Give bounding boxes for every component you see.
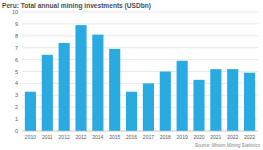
x-tick-label: 2018 <box>160 134 171 140</box>
y-tick-label: 6 <box>15 57 18 63</box>
title: Peru: Total annual mining investments (U… <box>2 2 151 10</box>
x-tick-label: 2022 <box>227 134 238 140</box>
grid-line <box>22 59 258 60</box>
bar <box>227 69 238 131</box>
y-tick-label: 10 <box>12 9 18 15</box>
x-tick-label: 2020 <box>193 134 204 140</box>
grid-line <box>22 47 258 48</box>
x-tick-label: 2011 <box>42 134 53 140</box>
bar <box>160 72 171 132</box>
x-tick-label: 2017 <box>143 134 154 140</box>
bar <box>59 43 70 131</box>
source: Source: Minem Mining Statistics <box>195 143 261 148</box>
y-tick-label: 1 <box>15 116 18 122</box>
grid-line <box>22 131 258 132</box>
grid-line <box>22 71 258 72</box>
grid-line <box>22 107 258 108</box>
grid-line <box>22 83 258 84</box>
bar <box>126 92 137 131</box>
bar <box>193 80 204 131</box>
bar <box>42 55 53 131</box>
x-tick-label: 2016 <box>126 134 137 140</box>
x-axis <box>22 131 258 132</box>
x-tick-label: 2019 <box>177 134 188 140</box>
bar <box>210 69 221 131</box>
y-tick-label: 9 <box>15 21 18 27</box>
bars <box>25 25 255 131</box>
bar <box>92 35 103 131</box>
x-tick-label: 2010 <box>25 134 36 140</box>
x-tick-label: 2021 <box>210 134 221 140</box>
bar <box>143 83 154 131</box>
y-tick-label: 0 <box>15 128 18 134</box>
x-tick-label: 2012 <box>59 134 70 140</box>
grid-line <box>22 35 258 36</box>
bar <box>75 25 86 131</box>
x-tick-label: 2015 <box>109 134 120 140</box>
grid-line <box>22 119 258 120</box>
bar <box>25 92 36 131</box>
y-tick-label: 4 <box>15 80 18 86</box>
y-tick-label: 8 <box>15 33 18 39</box>
grid-line <box>22 95 258 96</box>
y-tick-label: 7 <box>15 45 18 51</box>
y-tick-label: 2 <box>15 104 18 110</box>
x-tick-label: 2012 <box>75 134 86 140</box>
y-tick-label: 5 <box>15 69 18 75</box>
bar <box>109 49 120 131</box>
grid-line <box>22 12 258 13</box>
bar <box>244 73 255 131</box>
grid-line <box>22 23 258 24</box>
x-tick-label: 2014 <box>92 134 103 140</box>
y-tick-label: 3 <box>15 92 18 98</box>
bar <box>177 61 188 131</box>
chart: Peru: Total annual mining investments (U… <box>0 0 263 150</box>
x-tick-label: 2022 <box>244 134 255 140</box>
